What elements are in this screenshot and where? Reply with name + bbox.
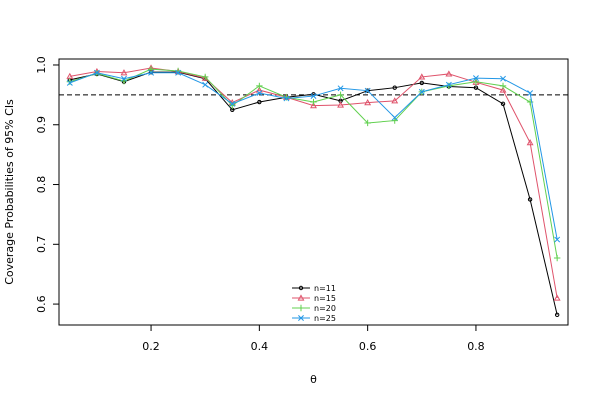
data-point <box>257 99 262 105</box>
data-point <box>500 75 506 82</box>
data-point <box>527 197 533 202</box>
data-point <box>392 85 397 90</box>
data-point <box>364 119 371 127</box>
data-point <box>391 97 399 104</box>
data-point <box>445 70 453 77</box>
legend-label: n=25 <box>314 314 336 323</box>
legend-label: n=15 <box>314 294 336 303</box>
data-point <box>310 101 317 109</box>
data-point <box>337 101 345 108</box>
series-line <box>69 71 558 315</box>
data-point <box>256 90 263 97</box>
data-point <box>147 65 155 73</box>
legend-marker <box>298 285 304 291</box>
data-point <box>419 80 424 86</box>
data-point <box>472 78 480 85</box>
series-line <box>69 68 558 259</box>
data-point <box>66 72 74 79</box>
data-point <box>148 69 155 76</box>
data-point <box>121 75 127 82</box>
data-point <box>93 69 100 76</box>
data-point <box>364 87 371 94</box>
legend-item: n=15 <box>292 294 336 303</box>
data-point <box>418 88 425 95</box>
legend-marker <box>298 315 304 321</box>
y-tick-label: 0.9 <box>35 116 48 134</box>
series-line <box>69 72 558 240</box>
y-tick-label: 0.6 <box>35 295 48 313</box>
data-point <box>256 82 263 90</box>
data-point <box>229 100 236 107</box>
legend: n=11n=15n=20n=25 <box>292 284 336 323</box>
data-point <box>499 82 507 90</box>
data-point <box>202 73 209 81</box>
data-point <box>202 81 209 88</box>
data-point <box>499 86 507 93</box>
data-point <box>418 73 426 80</box>
data-point <box>554 236 561 243</box>
data-point <box>310 98 317 106</box>
x-tick-label: 0.2 <box>142 340 160 353</box>
y-axis-title: Coverage Probabilities of 95% CIs <box>3 99 16 285</box>
data-point <box>527 90 534 97</box>
x-axis-title: θ <box>310 373 317 386</box>
y-axis: 0.6 0.7 0.8 0.9 1.0 <box>35 56 59 313</box>
legend-item: n=20 <box>292 304 336 313</box>
data-point <box>554 312 560 318</box>
legend-item: n=11 <box>292 284 336 293</box>
data-point <box>337 91 344 99</box>
data-point <box>391 114 398 121</box>
data-point <box>500 101 506 107</box>
data-point <box>310 93 317 100</box>
legend-marker <box>297 294 305 301</box>
x-axis: 0.2 0.4 0.6 0.8 <box>142 325 485 353</box>
data-point <box>553 254 561 262</box>
data-point <box>364 99 372 106</box>
y-tick-label: 1.0 <box>35 56 48 74</box>
x-tick-label: 0.4 <box>251 340 269 353</box>
y-tick-label: 0.8 <box>35 176 48 194</box>
data-point <box>473 85 479 90</box>
x-tick-label: 0.8 <box>467 340 485 353</box>
legend-marker <box>297 304 305 312</box>
data-point <box>526 139 534 146</box>
y-tick-label: 0.7 <box>35 236 48 254</box>
data-point <box>66 79 73 86</box>
data-point <box>283 95 290 102</box>
data-point <box>391 117 398 124</box>
data-point <box>255 86 263 93</box>
legend-label: n=11 <box>314 284 336 293</box>
data-point <box>283 94 290 101</box>
legend-label: n=20 <box>314 304 336 313</box>
series-n-20 <box>66 65 561 262</box>
data-point <box>175 69 182 76</box>
data-point <box>445 81 452 88</box>
data-point <box>120 69 128 76</box>
data-point <box>445 82 453 90</box>
data-point <box>553 294 561 301</box>
series-n-25 <box>66 69 561 243</box>
series-layer <box>66 64 561 318</box>
plot-frame <box>58 58 569 326</box>
data-point <box>337 85 344 92</box>
legend-item: n=25 <box>292 314 336 323</box>
data-point <box>472 75 479 82</box>
x-tick-label: 0.6 <box>359 340 377 353</box>
